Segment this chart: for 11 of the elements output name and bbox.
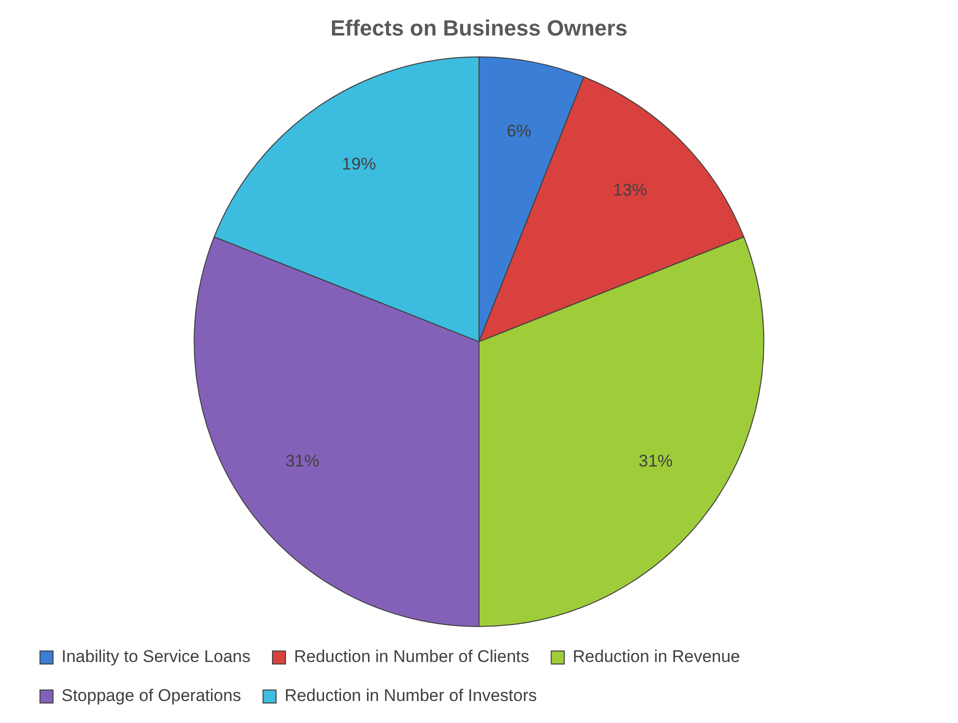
- legend-label: Reduction in Number of Investors: [284, 686, 537, 706]
- chart-title: Effects on Business Owners: [330, 15, 628, 40]
- data-label: 31%: [638, 451, 673, 470]
- legend-label: Stoppage of Operations: [62, 686, 242, 706]
- legend-label: Inability to Service Loans: [62, 647, 250, 666]
- legend-label: Reduction in Revenue: [572, 647, 740, 666]
- data-label: 19%: [342, 154, 376, 174]
- legend-label: Reduction in Number of Clients: [294, 647, 530, 666]
- data-label: 13%: [613, 180, 648, 200]
- data-label: 6%: [506, 122, 532, 141]
- data-label: 31%: [285, 451, 320, 470]
